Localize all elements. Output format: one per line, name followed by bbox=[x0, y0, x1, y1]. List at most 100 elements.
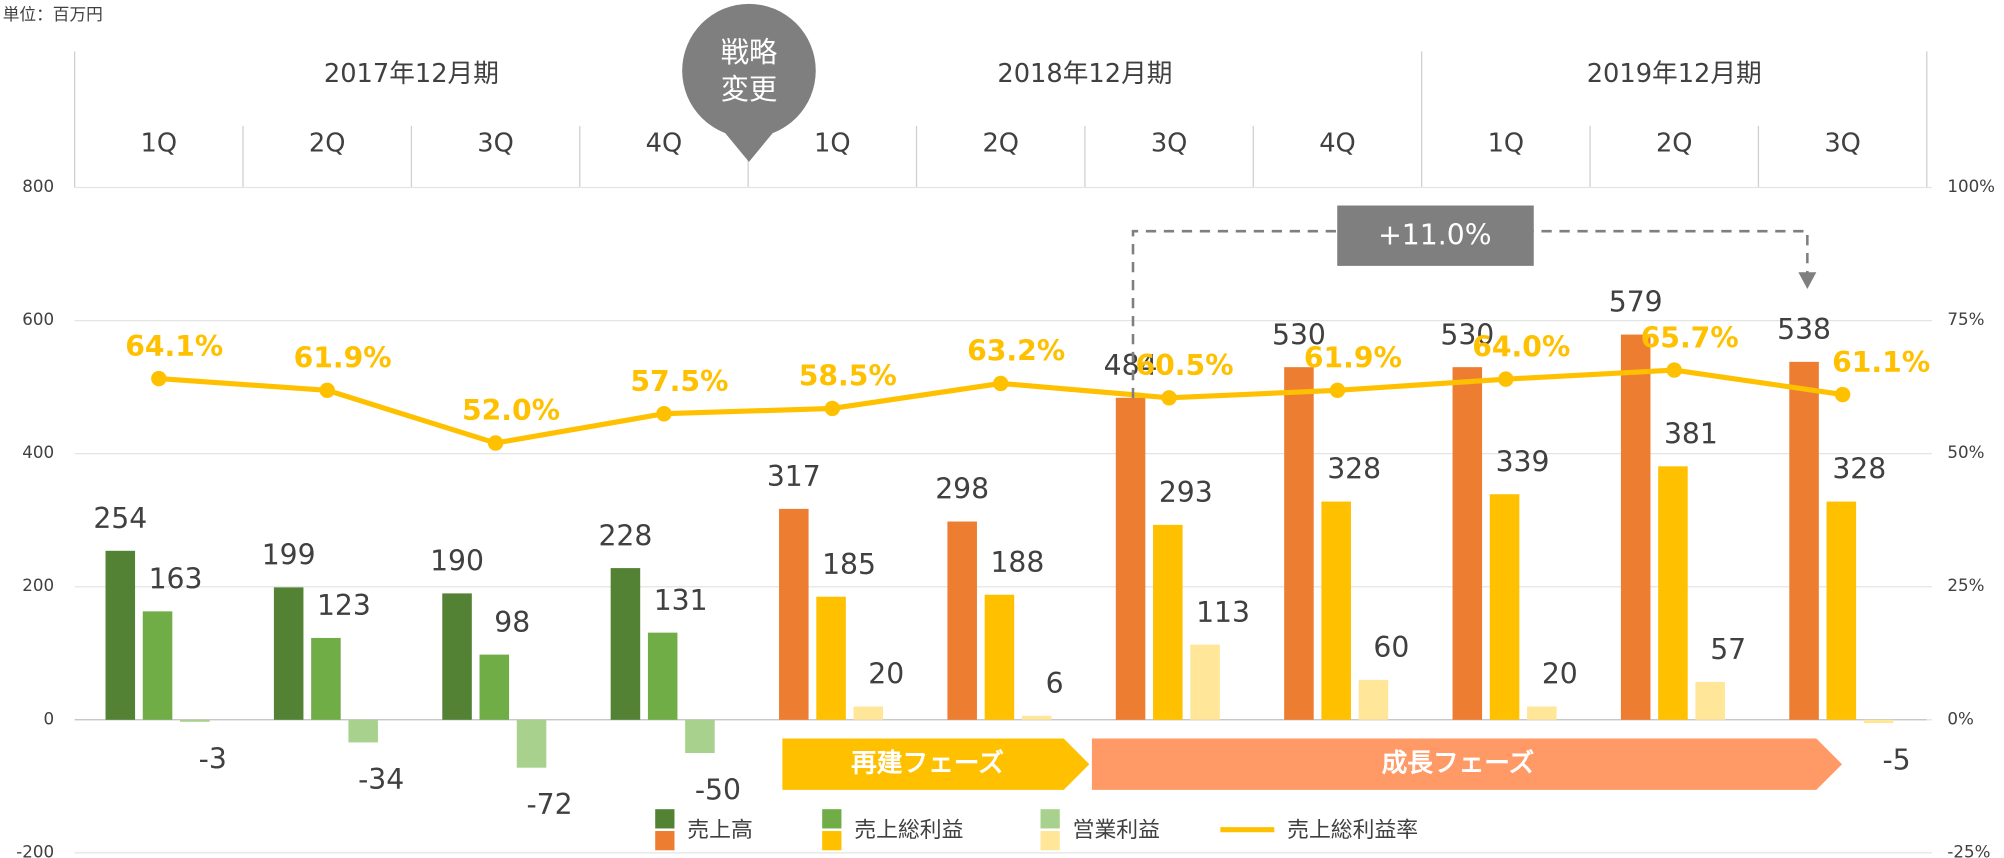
bar bbox=[1021, 715, 1052, 720]
value-label: 317 bbox=[767, 460, 821, 493]
line-point bbox=[487, 435, 504, 451]
x-tick-label: 4Q bbox=[1319, 128, 1356, 158]
line-point bbox=[1498, 371, 1514, 387]
line-label: 64.1% bbox=[125, 330, 223, 363]
value-label: 328 bbox=[1327, 453, 1381, 486]
bar bbox=[1527, 706, 1557, 720]
line-point bbox=[151, 370, 167, 387]
legend-swatch bbox=[822, 809, 842, 829]
value-label: 113 bbox=[1196, 596, 1250, 629]
y-tick-label: 0 bbox=[43, 709, 54, 728]
value-label: 163 bbox=[149, 563, 203, 596]
value-label: 123 bbox=[317, 589, 371, 622]
value-label: 57 bbox=[1710, 633, 1746, 666]
y-tick-label: 400 bbox=[22, 443, 54, 462]
value-label: 293 bbox=[1159, 476, 1213, 509]
bar bbox=[516, 719, 547, 768]
line-point bbox=[824, 400, 841, 417]
x-tick-label: 1Q bbox=[1488, 128, 1525, 158]
bar bbox=[479, 654, 510, 720]
y-tick-label: 800 bbox=[22, 177, 54, 196]
bar bbox=[142, 611, 173, 720]
bar bbox=[1321, 501, 1351, 720]
annotation: 変更 bbox=[721, 73, 778, 106]
bar bbox=[273, 587, 304, 720]
arrow-head bbox=[1798, 272, 1817, 289]
annotation: +11.0% bbox=[1378, 218, 1491, 251]
value-label: 228 bbox=[598, 519, 652, 552]
legend-label: 売上総利益率 bbox=[1287, 818, 1418, 843]
bar bbox=[685, 719, 715, 754]
line-label: 61.9% bbox=[1304, 341, 1402, 374]
y2-tick-label: -25% bbox=[1947, 842, 1990, 858]
bar bbox=[984, 594, 1015, 720]
line-label: 57.5% bbox=[630, 365, 728, 398]
bar bbox=[1789, 361, 1819, 720]
value-label: 98 bbox=[494, 606, 530, 639]
x-tick-label: 1Q bbox=[141, 128, 178, 158]
bar bbox=[1489, 494, 1520, 720]
y2-tick-label: 0% bbox=[1947, 709, 1973, 728]
value-label: -3 bbox=[199, 742, 227, 775]
value-label: -72 bbox=[526, 788, 572, 821]
x-tick-label: 3Q bbox=[1824, 128, 1861, 158]
x-tick-label: 3Q bbox=[1151, 128, 1188, 158]
line-label: 58.5% bbox=[799, 360, 897, 393]
legend-swatch bbox=[1040, 831, 1060, 851]
x-tick-label: 1Q bbox=[814, 128, 851, 158]
legend-label: 売上総利益 bbox=[854, 818, 963, 843]
value-label: -34 bbox=[358, 763, 404, 796]
y2-tick-label: 25% bbox=[1947, 576, 1984, 595]
value-label: 530 bbox=[1440, 318, 1494, 351]
line-label: 63.2% bbox=[967, 335, 1065, 368]
y-tick-label: -200 bbox=[16, 842, 54, 858]
line-point bbox=[993, 375, 1009, 392]
annotation-box bbox=[1337, 205, 1534, 266]
value-label: 190 bbox=[430, 545, 484, 578]
value-label: -50 bbox=[695, 774, 741, 807]
bar bbox=[1863, 719, 1894, 724]
value-label: 328 bbox=[1832, 453, 1886, 486]
y2-tick-label: 100% bbox=[1947, 177, 1995, 196]
value-label: 20 bbox=[1542, 658, 1578, 691]
bar bbox=[779, 508, 809, 720]
value-label: -5 bbox=[1882, 744, 1910, 777]
line-point bbox=[319, 382, 335, 399]
line-point bbox=[1666, 362, 1682, 378]
value-label: 298 bbox=[935, 473, 989, 506]
legend-label: 営業利益 bbox=[1073, 818, 1160, 843]
line-point bbox=[1161, 390, 1177, 406]
bar bbox=[1190, 644, 1220, 720]
legend-swatch bbox=[1040, 809, 1060, 829]
value-label: 20 bbox=[868, 658, 904, 691]
bar bbox=[1658, 466, 1688, 720]
x-tick-label: 2Q bbox=[309, 128, 346, 158]
value-label: 579 bbox=[1609, 286, 1663, 319]
unit-note: 単位：百万円 bbox=[3, 5, 103, 24]
y2-tick-label: 50% bbox=[1947, 443, 1984, 462]
value-label: 381 bbox=[1664, 417, 1718, 450]
bar bbox=[816, 596, 846, 720]
bar bbox=[1695, 681, 1725, 720]
line-label: 52.0% bbox=[462, 394, 560, 427]
bar bbox=[1153, 524, 1183, 720]
value-label: 484 bbox=[1104, 349, 1158, 382]
value-label: 538 bbox=[1777, 313, 1831, 346]
period-label: 2019年12月期 bbox=[1587, 59, 1762, 89]
value-label: 60 bbox=[1373, 631, 1409, 664]
legend-swatch bbox=[822, 831, 842, 851]
phase-label: 成長フェーズ bbox=[1382, 748, 1535, 779]
bar bbox=[853, 706, 884, 720]
value-label: 254 bbox=[93, 502, 147, 535]
bar bbox=[1358, 679, 1389, 720]
bar bbox=[647, 632, 678, 720]
bar bbox=[947, 521, 977, 720]
bar bbox=[610, 568, 641, 720]
bar bbox=[348, 719, 378, 743]
value-label: 188 bbox=[990, 546, 1044, 579]
legend-swatch bbox=[655, 809, 675, 829]
bar bbox=[1284, 367, 1314, 720]
x-tick-label: 3Q bbox=[477, 128, 514, 158]
bar bbox=[180, 719, 210, 722]
